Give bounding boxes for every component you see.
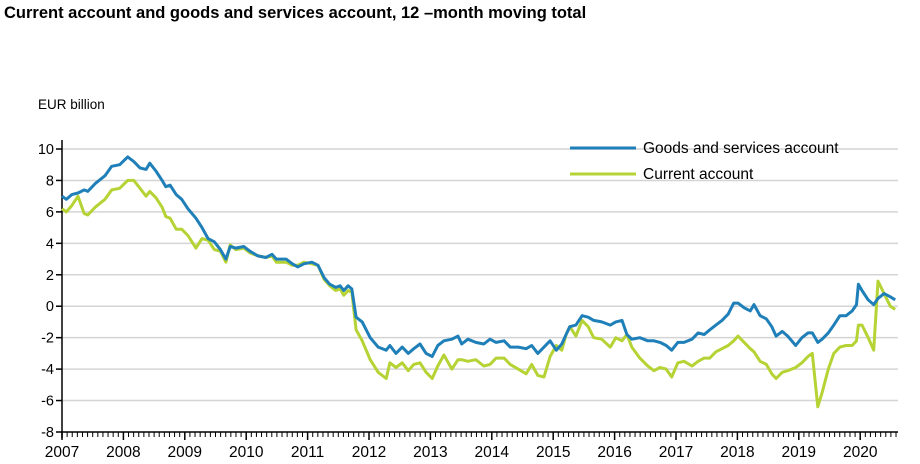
y-tick-label: -8 <box>41 425 54 441</box>
y-tick-label: 6 <box>46 205 54 221</box>
series-goods-services-line <box>61 155 897 358</box>
x-tick-label: 2011 <box>291 444 324 461</box>
y-tick-label: -6 <box>41 394 54 410</box>
y-tick-label: 2 <box>46 268 54 284</box>
x-tick-label: 2020 <box>843 444 878 461</box>
chart-title: Current account and goods and services a… <box>4 4 587 22</box>
y-tick-label: 4 <box>46 236 54 252</box>
y-tick-label: 8 <box>46 173 54 189</box>
x-tick-label: 2014 <box>475 444 510 461</box>
legend: Goods and services account Current accou… <box>570 140 839 183</box>
x-tick-label: 2019 <box>782 444 816 461</box>
y-axis-ticks: 10 8 6 4 2 0 -2 -4 -6 -8 <box>38 140 63 441</box>
gridlines <box>62 148 898 402</box>
y-tick-label: 0 <box>46 299 54 315</box>
x-tick-label: 2008 <box>106 444 140 461</box>
x-axis: 2007 2008 2009 2010 2011 2012 2013 2014 2015 2016… <box>45 431 898 461</box>
series-current-account-line <box>61 178 897 409</box>
x-tick-label: 2017 <box>659 444 693 461</box>
x-tick-label: 2009 <box>168 444 202 461</box>
y-tick-label: 10 <box>38 142 54 158</box>
x-tick-label: 2013 <box>413 444 447 461</box>
x-tick-label: 2012 <box>352 444 386 461</box>
legend-label-current-account: Current account <box>643 166 754 183</box>
y-tick-label: -2 <box>41 331 54 347</box>
series-lines <box>61 155 897 409</box>
x-tick-label: 2015 <box>536 444 570 461</box>
legend-label-goods-services: Goods and services account <box>643 140 839 157</box>
x-tick-label: 2016 <box>597 444 631 461</box>
x-tick-label: 2010 <box>229 444 264 461</box>
x-tick-label: 2007 <box>45 444 79 461</box>
x-tick-label: 2018 <box>720 444 754 461</box>
y-axis-label: EUR billion <box>38 97 105 112</box>
y-tick-label: -4 <box>41 362 54 378</box>
